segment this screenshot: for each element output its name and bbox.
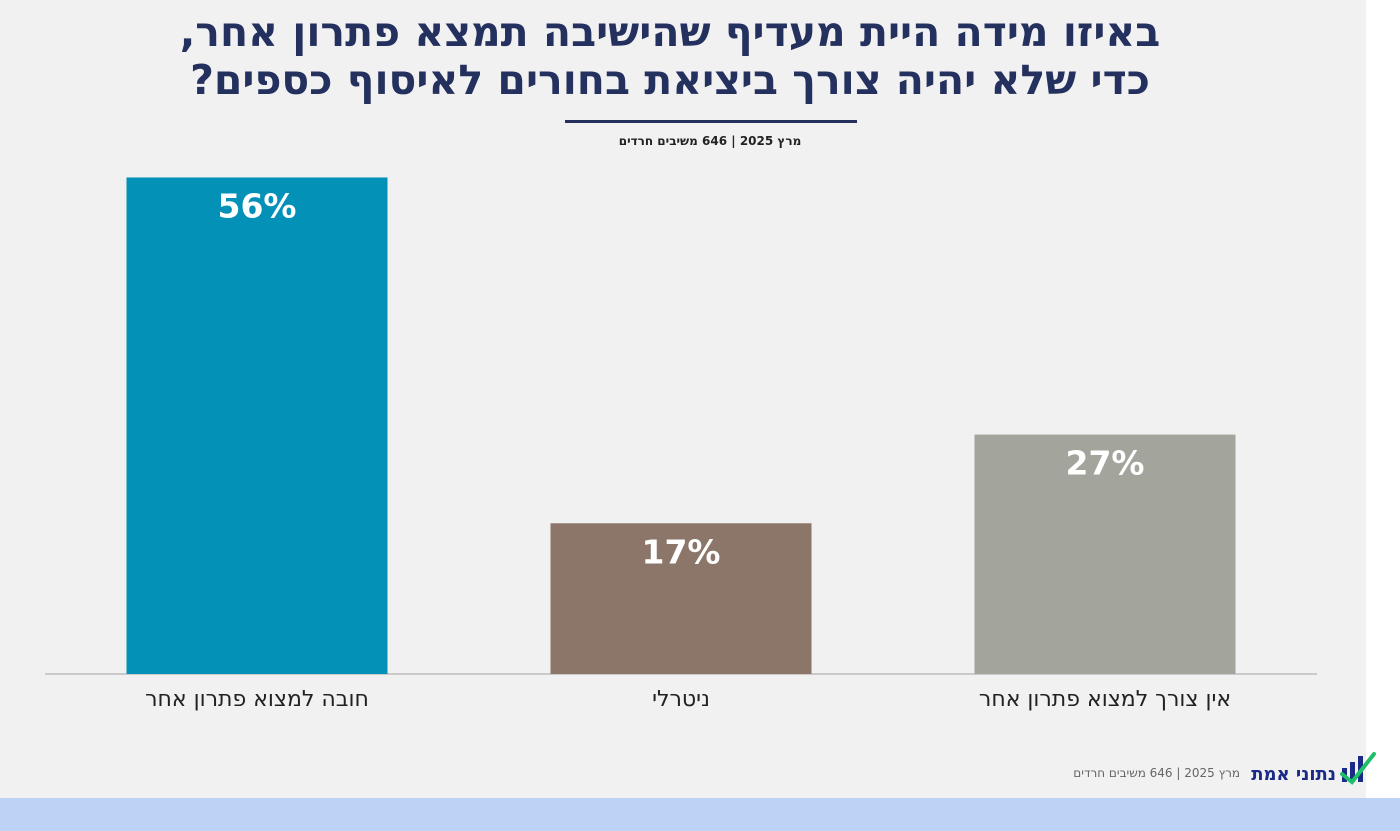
- bar-value-label-3: 27%: [1066, 444, 1145, 483]
- bar-2: [550, 523, 812, 674]
- bar-1: [126, 177, 388, 674]
- chart-title-line-2: כדי שלא יהיה צורך ביציאת בחורים לאיסוף כ…: [190, 56, 1150, 104]
- category-label-1: חובה למצוא פתרון אחר: [145, 687, 369, 712]
- category-label-3: אין צורך למצוא פתרון אחר: [979, 687, 1231, 712]
- category-label-2: ניטרלי: [652, 687, 710, 712]
- chart-title-line-1: באיזו מידה היית מעדיף שהישיבה תמצא פתרון…: [179, 8, 1161, 56]
- bar-value-label-2: 17%: [642, 532, 721, 571]
- bar-value-label-1: 56%: [218, 186, 297, 225]
- right-edge-strip: [1366, 0, 1400, 798]
- title-underline: [565, 120, 857, 123]
- logo: נתוני אמת: [1251, 748, 1380, 792]
- bar-3: [974, 434, 1236, 674]
- footer-source: מרץ 2025 | 646 משיבים חרדים: [1073, 766, 1240, 780]
- chart-title: באיזו מידה היית מעדיף שהישיבה תמצא פתרון…: [40, 8, 1300, 104]
- bar-chart-check-icon: [1340, 752, 1376, 785]
- chart-subtitle: מרץ 2025 | 646 משיבים חרדים: [618, 134, 802, 148]
- logo-text: נתוני אמת: [1251, 764, 1336, 785]
